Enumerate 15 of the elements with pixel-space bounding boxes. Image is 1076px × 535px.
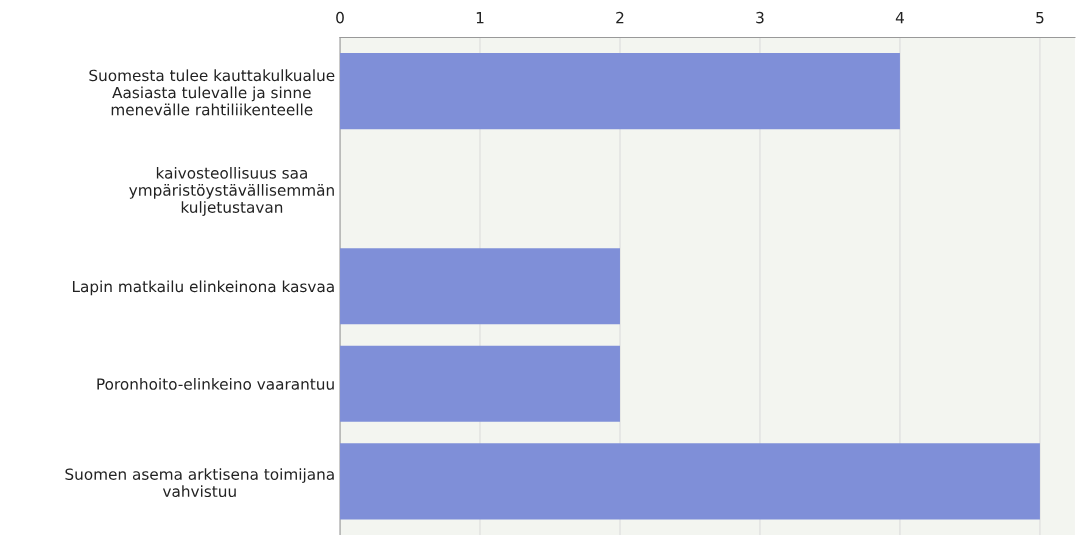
bar [340,345,620,422]
x-tick-label: 4 [895,12,904,24]
x-tick-label: 1 [476,12,484,24]
x-tick-label: 2 [616,11,624,24]
y-tick-label: Suomen asema arktisena toimijana vahvistuu [65,468,334,498]
y-tick-label: Lapin matkailu elinkeinona kasvaa [72,280,334,296]
bar [340,53,900,130]
bar [340,443,1040,520]
x-tick-label: 0 [336,11,344,24]
y-tick-label: Suomesta tulee kauttakulkualue Aasiasta tulevalle ja sinne menevälle rahtiliikenteelle [89,69,335,116]
x-tick-label: 5 [1036,12,1044,24]
y-tick-label: kaivosteollisuus saa ympäristöystävällisemmän kuljetustavan [129,166,334,216]
bar [340,248,620,325]
y-tick-label: Poronhoito-elinkeino vaarantuu [97,377,334,390]
x-tick-label: 3 [756,11,764,24]
